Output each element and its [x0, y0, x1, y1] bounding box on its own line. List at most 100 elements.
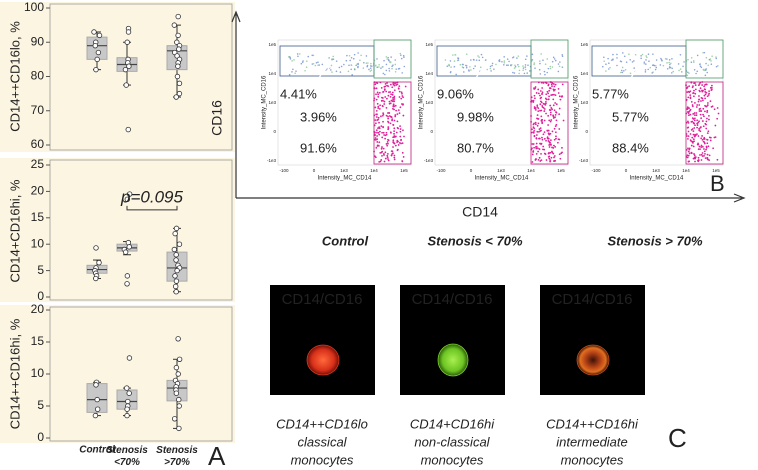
event-dot: [631, 61, 634, 63]
event-dot: [391, 65, 393, 68]
y-tick-label: 0: [37, 289, 44, 303]
event-dot: [378, 108, 381, 110]
event-dot: [457, 59, 460, 61]
gate-pointer: [329, 142, 367, 145]
event-dot: [382, 90, 385, 93]
gate: [530, 39, 569, 79]
event-dot: [543, 119, 546, 122]
event-dot: [555, 135, 557, 138]
event-dot: [299, 53, 301, 55]
event-dot: [348, 64, 350, 67]
event-dot: [396, 113, 399, 116]
data-point: [124, 412, 130, 419]
event-dot: [687, 90, 690, 93]
event-dot: [534, 123, 537, 126]
gate-pointer-dot: [637, 63, 643, 69]
y-tick-label: 1e3: [425, 100, 433, 105]
event-dot: [507, 64, 509, 66]
event-dot: [383, 88, 386, 91]
event-dot: [317, 61, 319, 64]
event-dot: [376, 66, 379, 69]
event-dot: [620, 60, 623, 63]
event-dot: [705, 83, 708, 86]
event-dot: [621, 66, 624, 69]
event-dot: [645, 59, 647, 61]
event-dot: [454, 54, 456, 56]
data-point: [93, 382, 99, 388]
event-dot: [538, 148, 541, 150]
event-dot: [654, 68, 657, 71]
event-dot: [706, 117, 708, 120]
y-tick-label: 1e5: [268, 42, 276, 47]
event-dot: [391, 86, 394, 89]
event-dot: [541, 91, 544, 94]
event-dot: [390, 150, 393, 153]
event-dot: [699, 113, 702, 116]
event-dot: [711, 55, 713, 57]
event-dot: [385, 106, 388, 109]
data-point: [125, 398, 131, 405]
event-dot: [689, 90, 692, 93]
event-dot: [553, 144, 555, 147]
event-dot: [366, 65, 369, 68]
event-dot: [709, 100, 712, 103]
event-dot: [538, 60, 541, 62]
event-dot: [551, 130, 554, 133]
event-dot: [359, 59, 361, 62]
event-dot: [379, 151, 382, 154]
event-dot: [543, 152, 546, 155]
event-dot: [377, 107, 380, 110]
event-dot: [331, 58, 333, 61]
event-dot: [383, 103, 386, 105]
event-dot: [701, 145, 704, 148]
event-dot: [305, 66, 308, 68]
event-dot: [350, 64, 353, 67]
event-dot: [545, 112, 547, 115]
event-dot: [294, 72, 296, 74]
event-dot: [345, 59, 348, 62]
event-dot: [383, 59, 385, 62]
event-dot: [332, 55, 335, 58]
data-point: [173, 257, 179, 263]
x-tick-label: 1e4: [527, 168, 535, 173]
data-point: [124, 196, 131, 203]
data-point: [94, 406, 101, 412]
event-dot: [455, 73, 457, 76]
event-dot: [398, 90, 401, 93]
event-dot: [546, 137, 549, 140]
event-dot: [561, 151, 563, 154]
event-dot: [553, 58, 556, 60]
event-dot: [555, 119, 558, 122]
event-dot: [546, 71, 548, 74]
event-dot: [540, 152, 542, 155]
data-point: [176, 90, 183, 97]
event-dot: [661, 59, 663, 62]
event-dot: [534, 67, 536, 69]
event-dot: [706, 111, 709, 114]
event-dot: [537, 92, 540, 95]
event-dot: [380, 147, 383, 150]
event-dot: [296, 53, 299, 55]
event-dot: [706, 95, 709, 98]
event-dot: [549, 104, 552, 107]
event-dot: [655, 59, 658, 61]
event-dot: [543, 131, 546, 134]
event-dot: [545, 93, 548, 96]
event-dot: [690, 144, 693, 147]
significance-bracket: [126, 205, 178, 211]
event-dot: [318, 64, 321, 66]
event-dot: [554, 102, 557, 104]
event-dot: [690, 61, 693, 63]
event-dot: [384, 157, 387, 160]
cell-image: [400, 285, 505, 395]
gate-percent: 4.41%: [280, 86, 317, 101]
event-dot: [552, 98, 555, 101]
event-dot: [532, 143, 535, 145]
event-dot: [539, 100, 542, 103]
event-dot: [643, 62, 646, 65]
event-dot: [505, 64, 508, 67]
event-dot: [548, 109, 551, 111]
event-dot: [384, 151, 387, 154]
event-dot: [623, 70, 625, 72]
event-dot: [393, 119, 396, 122]
